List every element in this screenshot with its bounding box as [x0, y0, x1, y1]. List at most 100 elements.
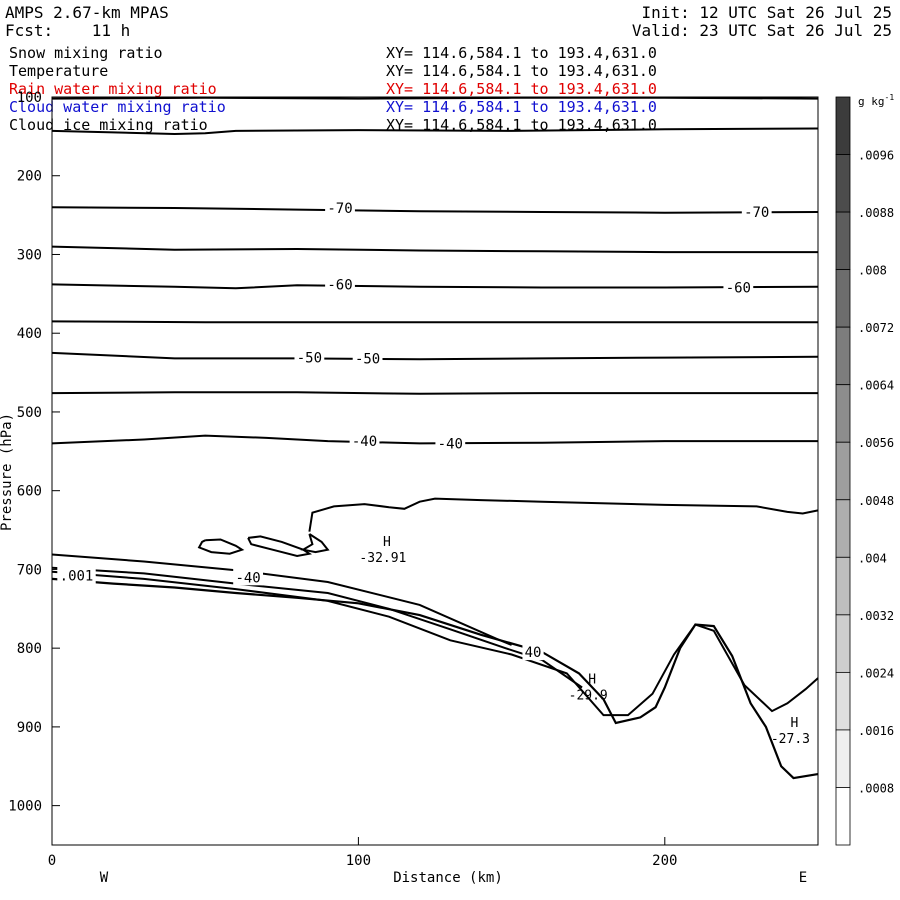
colorbar-tick-label: .004: [858, 551, 887, 565]
colorbar-swatch: [835, 211, 851, 271]
field-xy-range: XY= 114.6,584.1 to 193.4,631.0: [386, 44, 657, 62]
colorbar-swatch: [835, 441, 851, 501]
contour-label: -60: [726, 281, 751, 297]
high-value: -27.3: [771, 732, 810, 747]
model-title: AMPS 2.67-km MPAS: [5, 3, 169, 22]
high-marker: H: [588, 673, 596, 688]
y-axis-label: Pressure (hPa): [0, 413, 15, 531]
high-marker: H: [383, 535, 391, 550]
contour-label-bg: [294, 348, 325, 366]
field-name: Rain water mixing ratio: [9, 80, 217, 98]
contour-label: -60: [327, 277, 352, 293]
contour-label: -40: [235, 570, 260, 586]
field-name: Cloud ice mixing ratio: [9, 116, 208, 134]
field-name: Snow mixing ratio: [9, 44, 163, 62]
temperature-contour: [51, 351, 819, 361]
colorbar-tick-label: .0032: [858, 609, 894, 623]
contour-label: -50: [297, 351, 322, 367]
contour-label-bg: [352, 349, 383, 367]
temperature-contour: [51, 283, 819, 290]
temperature-contour: [51, 553, 512, 646]
contour-label-bg: [325, 199, 355, 217]
colorbar-swatch: [835, 326, 851, 386]
colorbar-swatch: [835, 556, 851, 616]
y-tick-label: 600: [17, 484, 42, 500]
x-axis-label: Distance (km): [393, 870, 503, 886]
colorbar-tick-label: .0016: [858, 724, 894, 738]
contour-label: 40: [525, 645, 542, 661]
temperature-contour: [51, 434, 818, 445]
contour-label-bg: [522, 643, 544, 661]
forecast-hour: Fcst: 11 h: [5, 21, 131, 40]
temperature-contour: [308, 497, 819, 532]
high-value: -29.9: [569, 689, 608, 704]
x-tick-label: 200: [652, 853, 677, 869]
contour-label: -70: [327, 201, 352, 217]
x-tick-label: 0: [48, 853, 56, 869]
temperature-contour: [51, 570, 819, 717]
y-tick-label: 300: [17, 247, 42, 263]
plot-frame: [51, 96, 819, 846]
colorbar-tick-label: .008: [858, 264, 887, 278]
field-name: Cloud water mixing ratio: [9, 98, 226, 116]
field-name: Temperature: [9, 62, 109, 80]
init-time: Init: 12 UTC Sat 26 Jul 25: [641, 3, 892, 22]
field-xy-range: XY= 114.6,584.1 to 193.4,631.0: [386, 98, 657, 116]
colorbar-swatch: [835, 269, 851, 328]
contour-label: .001: [60, 569, 94, 585]
temperature-contour: [51, 96, 819, 100]
colorbar-unit: g kg-1: [858, 93, 894, 108]
contour-label-bg: [435, 434, 466, 452]
contour-label: -50: [355, 351, 380, 367]
temperature-contour: [51, 391, 818, 395]
colorbar-swatch: [835, 729, 851, 788]
colorbar-swatch: [835, 384, 851, 443]
colorbar-swatch: [835, 154, 851, 213]
y-tick-label: 700: [17, 562, 42, 578]
contour-label: -40: [438, 436, 463, 452]
colorbar-tick-label: .0096: [858, 149, 894, 163]
contour-label-bg: [233, 568, 263, 586]
contour-label: -40: [352, 434, 377, 450]
colorbar-tick-label: .0088: [858, 206, 894, 220]
contour-label-bg: [741, 202, 772, 220]
contour-label-bg: [723, 278, 754, 296]
valid-time: Valid: 23 UTC Sat 26 Jul 25: [631, 21, 892, 40]
colorbar-tick-label: .0024: [858, 666, 894, 680]
colorbar-tick-label: .0056: [858, 436, 894, 450]
y-tick-label: 1000: [8, 799, 42, 815]
closed-contour: [197, 538, 245, 555]
contour-label-bg: [57, 566, 96, 584]
temperature-contour: [51, 127, 819, 136]
colorbar-swatch: [835, 499, 851, 558]
contour-label-bg: [325, 275, 355, 293]
colorbar-tick-label: .0048: [858, 494, 894, 508]
high-value: -32.91: [359, 551, 406, 566]
colorbar-swatch: [835, 96, 851, 155]
colorbar-swatch: [835, 614, 851, 673]
colorbar-swatch: [835, 787, 851, 846]
x-tick-label: 100: [346, 853, 371, 869]
closed-contour: [247, 535, 313, 558]
y-tick-label: 100: [17, 90, 42, 106]
y-tick-label: 400: [17, 326, 42, 342]
closed-contour: [300, 533, 330, 554]
y-tick-label: 500: [17, 405, 42, 421]
colorbar-swatch: [835, 671, 851, 731]
colorbar-tick-label: .0008: [858, 781, 894, 795]
west-end-label: W: [100, 870, 109, 886]
colorbar-tick-label: .0072: [858, 321, 894, 335]
terrain-surface: [51, 577, 819, 780]
high-marker: H: [791, 716, 799, 731]
temperature-contour: [51, 206, 819, 214]
contour-label-bg: [349, 432, 380, 450]
field-xy-range: XY= 114.6,584.1 to 193.4,631.0: [386, 62, 657, 80]
temperature-contour: [51, 245, 818, 254]
field-xy-range: XY= 114.6,584.1 to 193.4,631.0: [386, 80, 657, 98]
y-tick-label: 200: [17, 169, 42, 185]
y-tick-label: 800: [17, 641, 42, 657]
colorbar-tick-label: .0064: [858, 379, 894, 393]
contour-label: -70: [744, 205, 769, 221]
east-end-label: E: [799, 870, 807, 886]
